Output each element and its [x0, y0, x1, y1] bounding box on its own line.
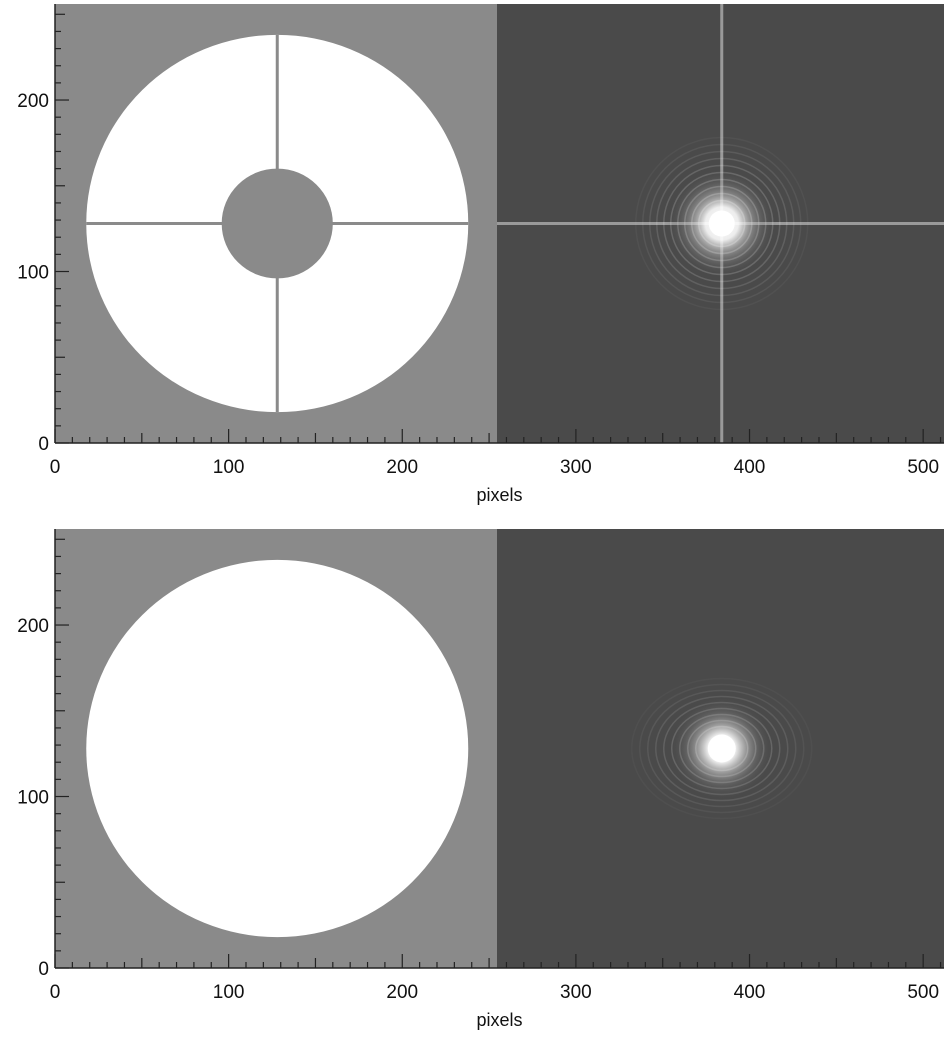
x-tick-label: 300: [560, 982, 592, 1003]
x-tick-label: 100: [213, 457, 245, 478]
psf-ring: [647, 689, 797, 808]
psf-ring: [663, 164, 781, 283]
y-tick-label: 100: [17, 788, 49, 809]
top-panel: 0 100 200 300 400 500 0 100 200 pixels: [17, 4, 944, 505]
y-tick-label: 0: [38, 959, 49, 980]
psf-core: [708, 210, 735, 237]
x-tick-label: 100: [213, 982, 245, 1003]
x-axis-title: pixels: [476, 1010, 522, 1030]
psf-core: [707, 734, 736, 763]
x-axis-title: pixels: [476, 485, 522, 505]
x-tick-label: 0: [50, 982, 61, 1003]
psf-ring: [642, 143, 802, 304]
top-figure: 0 100 200 300 400 500 0 100 200 pixels: [17, 4, 944, 505]
x-tick-label: 400: [734, 457, 766, 478]
psf-ring: [635, 136, 809, 311]
x-tick-label: 300: [560, 457, 592, 478]
y-tick-label: 0: [38, 434, 49, 455]
x-tick-label: 500: [907, 457, 939, 478]
x-tick-label: 200: [386, 982, 418, 1003]
x-tick-label: 200: [386, 457, 418, 478]
psf-ring: [639, 683, 805, 814]
y-tick-label: 200: [17, 616, 49, 637]
y-tick-label: 200: [17, 91, 49, 112]
y-tick-label: 100: [17, 263, 49, 284]
x-tick-label: 500: [907, 982, 939, 1003]
x-tick-label: 0: [50, 457, 61, 478]
psf-ring: [649, 150, 795, 297]
bottom-panel: 0 100 200 300 400 500 0 100 200 pixels: [0, 525, 951, 1050]
bottom-figure: 0 100 200 300 400 500 0 100 200 pixels: [17, 529, 944, 1030]
psf-ring: [656, 157, 788, 290]
pupil-aperture: [86, 559, 469, 938]
x-tick-label: 400: [734, 982, 766, 1003]
